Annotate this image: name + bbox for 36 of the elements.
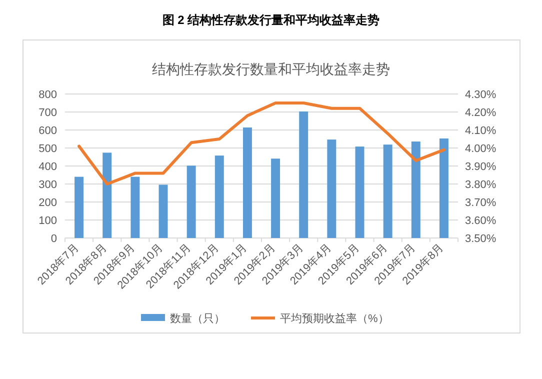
y-tick-label: 100 bbox=[38, 215, 57, 227]
bar bbox=[355, 146, 364, 238]
y-tick-label: 700 bbox=[38, 107, 57, 119]
chart-subtitle: 结构性存款发行数量和平均收益率走势 bbox=[152, 61, 390, 77]
bar bbox=[186, 166, 196, 238]
y2-tick-label: 3.90% bbox=[465, 161, 496, 173]
bar bbox=[158, 184, 168, 238]
y2-tick-label: 4.30% bbox=[465, 89, 496, 101]
bar bbox=[299, 111, 308, 238]
y2-tick-label: 4.20% bbox=[465, 107, 496, 119]
y2-tick-label: 3.60% bbox=[465, 215, 496, 227]
y2-tick-label: 3.80% bbox=[465, 179, 496, 191]
y-tick-label: 500 bbox=[38, 143, 57, 155]
bar bbox=[327, 140, 336, 238]
bar bbox=[271, 158, 280, 238]
bar bbox=[102, 152, 112, 238]
y-tick-label: 300 bbox=[38, 179, 57, 191]
y2-tick-label: 4.00% bbox=[465, 143, 496, 155]
bar bbox=[439, 138, 448, 238]
legend-label: 平均预期收益率（%） bbox=[280, 312, 389, 325]
bar bbox=[74, 176, 84, 238]
y2-tick-label: 3.70% bbox=[465, 197, 496, 209]
bar bbox=[383, 144, 392, 238]
bar bbox=[214, 156, 224, 238]
bar bbox=[411, 142, 420, 238]
y-tick-label: 800 bbox=[38, 89, 57, 101]
y2-tick-label: 4.10% bbox=[465, 125, 496, 137]
y-tick-label: 600 bbox=[38, 125, 57, 137]
y2-tick-label: 3.50% bbox=[465, 233, 496, 245]
y-tick-label: 200 bbox=[38, 197, 57, 209]
y-tick-label: 400 bbox=[38, 161, 57, 173]
chart-title: 图 2 结构性存款发行量和平均收益率走势 bbox=[162, 13, 380, 27]
bar bbox=[130, 176, 140, 238]
legend-label: 数量（只） bbox=[170, 313, 225, 325]
y-tick-label: 0 bbox=[50, 233, 57, 245]
bar bbox=[242, 127, 252, 238]
